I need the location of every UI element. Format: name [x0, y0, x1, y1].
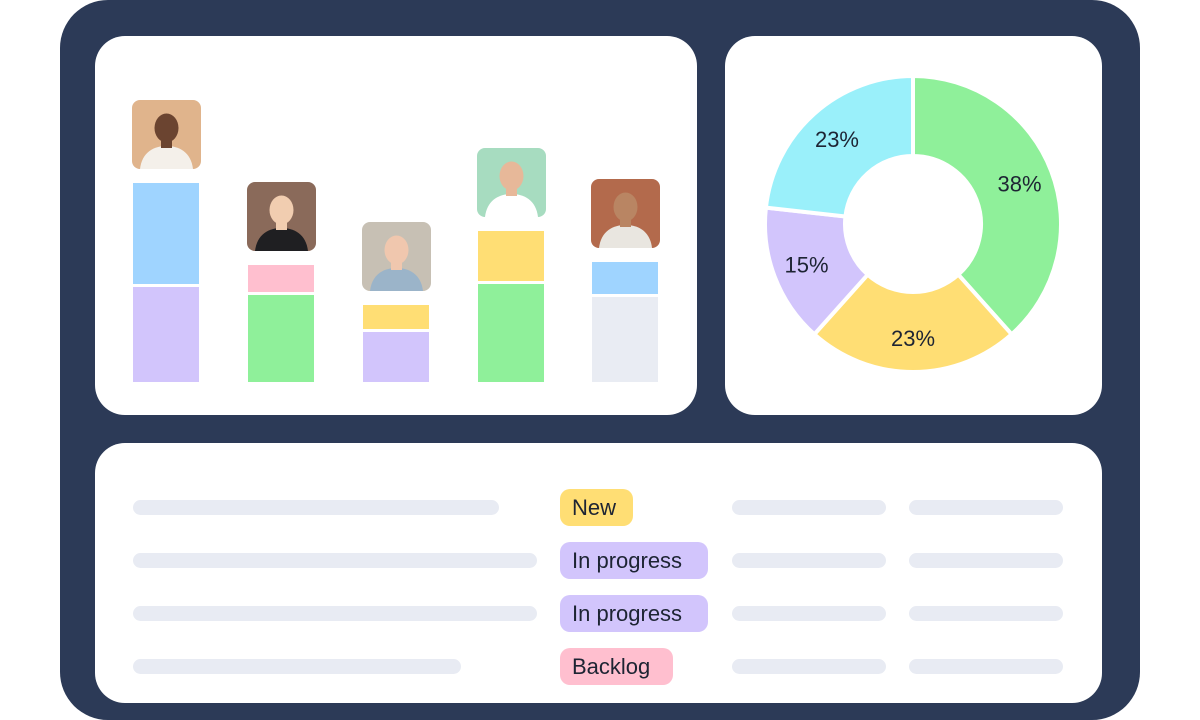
person-avatar-icon — [132, 99, 201, 169]
bar-segment — [248, 265, 314, 292]
bar-segment — [133, 286, 199, 382]
task-title-placeholder — [133, 659, 461, 674]
donut-slice — [763, 73, 915, 219]
column-placeholder — [732, 659, 886, 674]
donut-slice-label: 23% — [891, 326, 935, 351]
bar-segment — [592, 297, 658, 382]
column-placeholder — [732, 500, 886, 515]
person-avatar-icon — [477, 147, 546, 217]
donut-slice — [811, 271, 1015, 374]
column-placeholder — [909, 606, 1063, 621]
bar-chart-card — [95, 36, 697, 415]
bar-segment — [363, 304, 429, 329]
column-placeholder — [732, 606, 886, 621]
column-placeholder — [732, 553, 886, 568]
status-badge: Backlog — [560, 648, 673, 685]
status-badge: New — [560, 489, 633, 526]
task-table-card: New In progress In progress Backlog — [95, 443, 1102, 703]
task-title-placeholder — [133, 606, 537, 621]
donut-chart: 38% 23% 15% 23% — [763, 73, 1063, 374]
donut-slice — [911, 73, 1063, 338]
person-avatar-icon — [362, 221, 431, 291]
column-placeholder — [909, 659, 1063, 674]
person-avatar-icon — [591, 179, 660, 249]
bar-segment — [592, 262, 658, 295]
donut-slice-label: 23% — [815, 127, 859, 152]
person-avatar-icon — [247, 182, 316, 252]
donut-slice-label: 38% — [997, 171, 1041, 196]
donut-slice-label: 15% — [784, 253, 828, 278]
bar-segment — [478, 230, 544, 281]
column-placeholder — [909, 500, 1063, 515]
bar-segment — [478, 283, 544, 382]
task-title-placeholder — [133, 500, 499, 515]
bar-segment — [133, 182, 199, 284]
task-title-placeholder — [133, 553, 537, 568]
donut-chart-card: 38% 23% 15% 23% — [725, 36, 1102, 415]
bar-segment — [248, 294, 314, 382]
column-placeholder — [909, 553, 1063, 568]
status-badge: In progress — [560, 595, 708, 632]
bar-segment — [363, 331, 429, 382]
status-badge: In progress — [560, 542, 708, 579]
